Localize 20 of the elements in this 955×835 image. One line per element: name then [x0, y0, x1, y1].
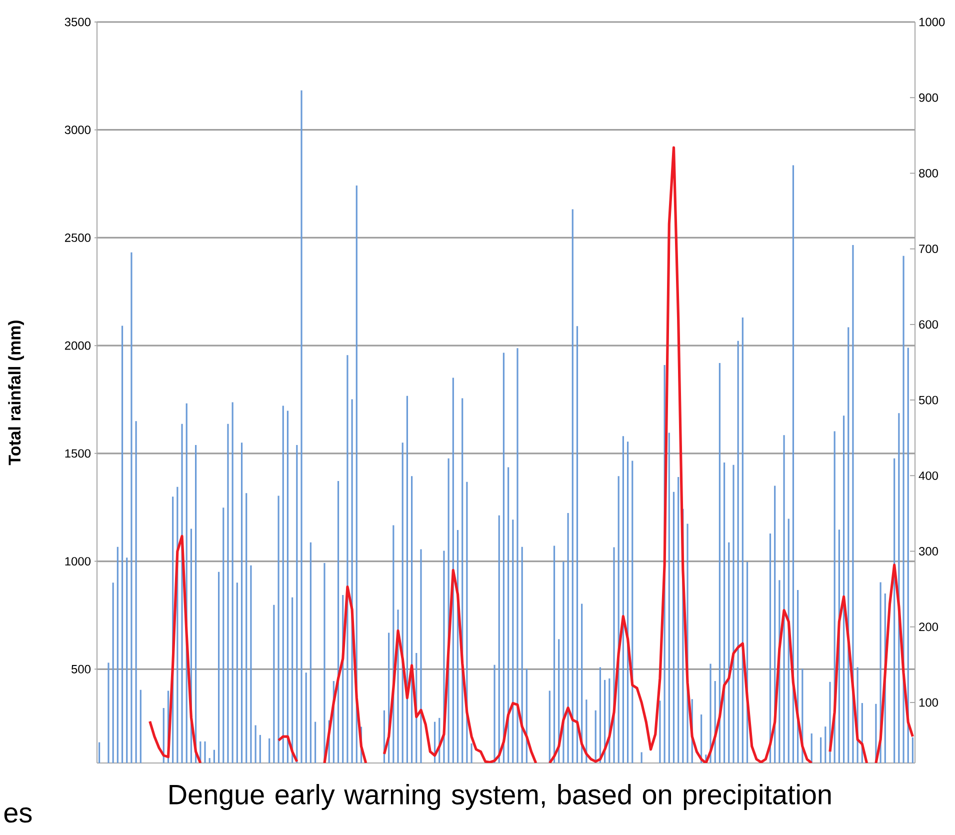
y-tick-label: 3000	[64, 126, 91, 134]
y2-tick-label: 500	[919, 396, 938, 404]
y-tick-label: 500	[72, 664, 91, 674]
y-tick-label: 1500	[65, 449, 91, 458]
y2-tick-label: 800	[919, 168, 938, 178]
y-tick-label: 3500	[64, 18, 91, 26]
y2-tick-label: 200	[919, 622, 938, 632]
y2-tick-label: 900	[919, 93, 938, 102]
y2-tick-label: 100	[919, 698, 938, 707]
y2-tick-label: 600	[919, 320, 938, 329]
text: es	[4, 807, 32, 823]
text: Dengue early warning system, based on precipitation	[170, 784, 831, 810]
y2-tick-label: 1000	[919, 18, 945, 26]
y2-tick-label: 700	[919, 244, 938, 254]
y2-tick-label: 400	[918, 471, 938, 480]
y-tick-label: 2500	[64, 233, 91, 242]
y-axis-title: Total rainfall (mm)	[8, 320, 24, 466]
y-tick-label: 1000	[65, 557, 91, 566]
y2-tick-label: 300	[918, 547, 938, 556]
y-tick-label: 2000	[64, 341, 91, 350]
